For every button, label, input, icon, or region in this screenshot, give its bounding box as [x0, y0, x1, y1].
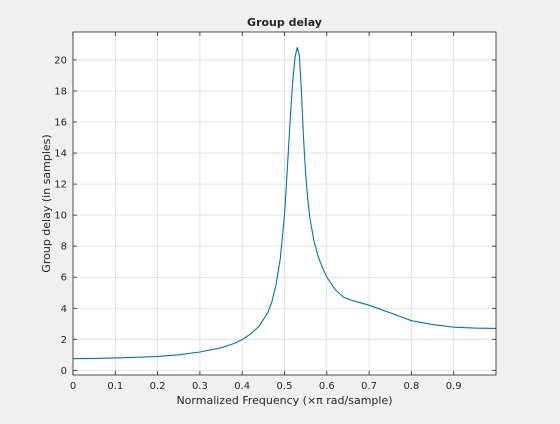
x-tick-label: 0.7	[361, 381, 377, 392]
y-tick-label: 20	[54, 55, 67, 66]
x-tick-label: 0.5	[277, 381, 293, 392]
group-delay-line	[72, 46, 497, 360]
y-tick-label: 18	[54, 86, 67, 97]
y-tick-label: 2	[61, 335, 67, 346]
chart-title: Group delay	[247, 16, 322, 29]
x-tick-label: 0.4	[234, 381, 250, 392]
y-axis-label: Group delay (in samples)	[40, 134, 53, 272]
x-tick-label: 0.8	[403, 381, 419, 392]
x-tick-label: 0.9	[446, 381, 462, 392]
x-tick-label: 0.3	[192, 381, 208, 392]
ticks: 0 0.1 0.2 0.3 0.4 0.5 0.6 0.7 0.8 0.9 0 2 4 6 8 10 12 14 1…	[54, 32, 496, 392]
x-tick-label: 0.1	[107, 381, 123, 392]
y-tick-label: 6	[61, 273, 67, 284]
y-tick-label: 14	[54, 149, 67, 160]
y-tick-label: 16	[54, 118, 67, 129]
x-tick-label: 0	[70, 381, 76, 392]
data-layer	[72, 46, 497, 360]
y-tick-label: 8	[61, 242, 67, 253]
x-tick-label: 0.2	[150, 381, 166, 392]
y-tick-label: 10	[54, 211, 67, 222]
y-tick-label: 0	[61, 366, 67, 377]
y-tick-label: 4	[61, 304, 67, 315]
x-axis-label: Normalized Frequency (×π rad/sample)	[176, 394, 392, 407]
grid	[72, 32, 496, 375]
x-tick-label: 0.6	[319, 381, 335, 392]
y-tick-label: 12	[54, 180, 67, 191]
